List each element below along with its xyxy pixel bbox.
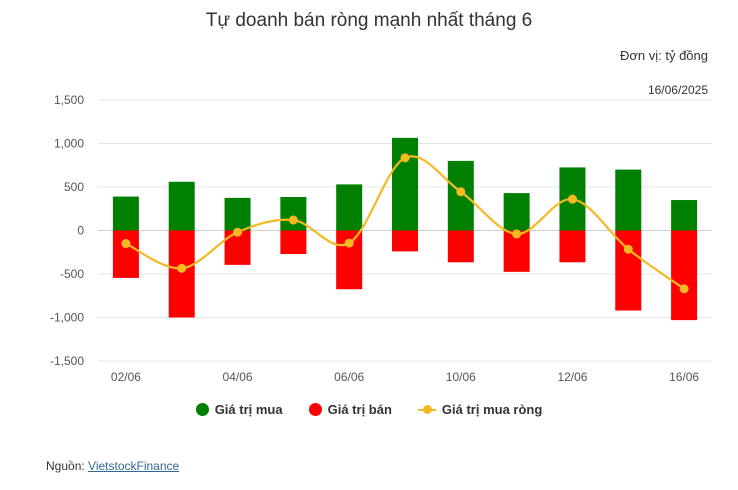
y-tick-label: -1,500 [50, 354, 84, 368]
legend-sell-label: Giá trị bán [327, 402, 392, 417]
bar-sell [112, 230, 139, 278]
chart-area: 1,500 1,000 500 0 -500 -1,000 -1,500 02/06 04/06… [50, 93, 712, 384]
bar-buy [336, 184, 363, 231]
source-link[interactable]: VietstockFinance [88, 459, 180, 473]
bar-sell [168, 230, 195, 318]
bar-sell [671, 230, 698, 321]
bar-buy [280, 197, 307, 231]
legend-item-sell[interactable]: Giá trị bán [308, 402, 392, 417]
legend-item-buy[interactable]: Giá trị mua [195, 402, 283, 417]
bar-buy [168, 181, 195, 231]
bar-sell [280, 230, 307, 254]
legend-sell-marker [308, 403, 322, 416]
net-point [121, 239, 131, 249]
legend-buy-label: Giá trị mua [214, 402, 283, 417]
unit-label: Đơn vị: tỷ đồng [619, 48, 708, 63]
bar-buy [615, 169, 642, 231]
x-tick-label: 10/06 [446, 370, 476, 384]
legend-net-label: Giá trị mua ròng [441, 402, 543, 417]
bar-sell [615, 230, 642, 311]
legend-item-net[interactable]: Giá trị mua ròng [417, 402, 543, 417]
bar-sell [447, 230, 474, 263]
chart-title: Tự doanh bán ròng mạnh nhất tháng 6 [205, 10, 533, 31]
x-tick-label: 04/06 [223, 370, 253, 384]
bar-sell [559, 230, 586, 263]
y-tick-label: 0 [77, 224, 84, 238]
y-tick-label: -500 [60, 267, 84, 281]
net-point [456, 187, 466, 197]
bar-buy [112, 196, 139, 231]
legend-net-marker [417, 403, 436, 416]
net-point [679, 284, 689, 294]
bar-buy [392, 137, 418, 231]
bar-buy [503, 193, 530, 231]
y-tick-label: 1,000 [54, 137, 84, 151]
date-label: 16/06/2025 [647, 83, 708, 97]
net-point [177, 263, 187, 273]
legend: Giá trị mua Giá trị bán Giá trị mua ròng [0, 402, 738, 417]
net-point [567, 194, 577, 204]
bar-buy [671, 200, 698, 231]
bar-sell [392, 230, 418, 252]
net-point [233, 227, 243, 237]
net-point [344, 238, 354, 248]
source-note: Nguồn: VietstockFinance [46, 459, 179, 473]
net-point [512, 229, 522, 239]
y-tick-label: -1,000 [50, 311, 84, 325]
bar-buy [224, 197, 251, 231]
x-tick-label: 06/06 [334, 370, 364, 384]
y-tick-label: 1,500 [54, 93, 84, 107]
net-point [623, 244, 633, 254]
y-tick-label: 500 [64, 180, 84, 194]
net-point [288, 215, 298, 225]
net-point [400, 153, 410, 163]
legend-buy-marker [195, 403, 209, 416]
source-prefix: Nguồn: [46, 459, 89, 473]
x-tick-label: 02/06 [111, 370, 141, 384]
x-tick-label: 12/06 [557, 370, 587, 384]
x-tick-label: 16/06 [669, 370, 699, 384]
